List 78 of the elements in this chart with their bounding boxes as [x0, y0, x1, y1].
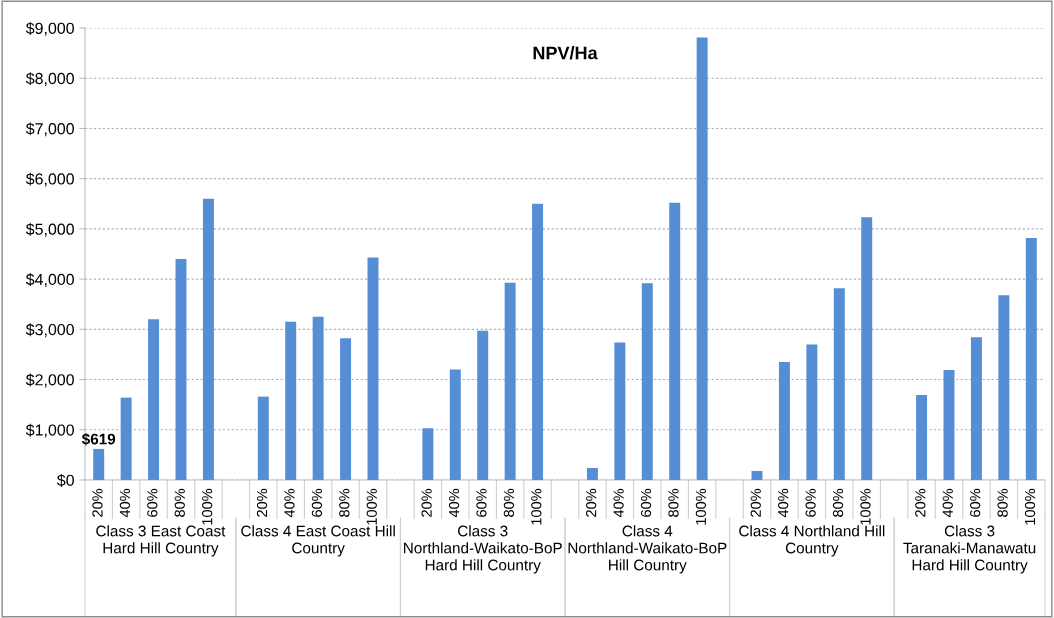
x-tick-label: 40% — [613, 488, 624, 518]
x-tick-label: 100% — [202, 488, 213, 525]
x-tick-label: 80% — [503, 488, 515, 517]
y-tick-label: $6,000 — [25, 172, 74, 187]
x-tick-label: 20% — [586, 488, 597, 517]
text: Class 3 Northland-Waikato-BoP Hard Hill Country — [404, 525, 562, 574]
bar — [504, 282, 516, 480]
bar — [778, 361, 790, 480]
y-tick-label: $4,000 — [25, 273, 74, 287]
x-tick-label: 80% — [339, 488, 350, 517]
x-tick-label: 40% — [284, 488, 295, 518]
bar — [175, 259, 187, 480]
bar — [861, 217, 873, 480]
x-tick-label: 100% — [860, 488, 871, 525]
text: Class 4 Northland-Waikato-BoP Hill Country — [568, 525, 727, 574]
x-tick-label: 40% — [778, 488, 789, 518]
x-tick-label: 60% — [970, 488, 981, 517]
bar — [93, 448, 105, 480]
x-tick-label: 40% — [119, 488, 131, 518]
x-tick-label: 60% — [147, 488, 158, 517]
text: Class 4 East Coast Hill Country — [241, 525, 395, 557]
x-tick-label: 60% — [311, 488, 323, 517]
bar — [916, 395, 928, 480]
x-tick-label: 40% — [448, 488, 460, 518]
bar — [998, 295, 1010, 480]
bar — [449, 369, 461, 480]
bar — [148, 319, 160, 480]
bar — [422, 428, 434, 480]
bar — [367, 257, 379, 480]
x-tick-label: 60% — [640, 488, 652, 517]
bar — [257, 396, 269, 480]
bar — [751, 470, 763, 480]
bar — [833, 288, 845, 480]
bar — [477, 330, 489, 480]
bar — [202, 198, 214, 480]
bar — [806, 344, 818, 480]
x-tick-label: 100% — [1024, 488, 1036, 525]
bar — [340, 338, 352, 480]
y-tick-label: $2,000 — [25, 373, 74, 388]
bar — [285, 321, 297, 480]
y-tick-label: $5,000 — [25, 222, 74, 237]
data-label: $619 — [81, 433, 116, 446]
bar — [696, 37, 708, 480]
bar — [1025, 237, 1037, 480]
x-tick-label: 20% — [421, 488, 432, 517]
x-tick-label: 100% — [695, 488, 707, 525]
bar — [120, 397, 132, 480]
x-tick-label: 80% — [997, 488, 1008, 517]
y-tick-label: $3,000 — [25, 323, 74, 338]
bar — [943, 370, 955, 480]
y-tick-label: $8,000 — [25, 72, 74, 87]
bar — [614, 342, 626, 480]
y-tick-label: $0 — [56, 473, 74, 487]
x-tick-label: 60% — [805, 488, 816, 517]
y-tick-label: $1,000 — [25, 423, 74, 438]
x-tick-label: 60% — [476, 488, 487, 517]
x-tick-label: 20% — [92, 488, 103, 517]
x-tick-label: 20% — [256, 488, 268, 517]
bar — [970, 337, 982, 480]
text: Class 3 Taranaki-Manawatu Hard Hill Country — [903, 525, 1036, 574]
y-tick-label: $9,000 — [25, 21, 74, 36]
y-tick-label: $7,000 — [25, 122, 74, 137]
text: NPV/Ha — [533, 46, 598, 60]
x-tick-label: 40% — [942, 488, 953, 518]
text: Class 4 Northland Hill Country — [739, 525, 885, 557]
bar — [586, 467, 598, 480]
x-tick-label: 100% — [366, 488, 377, 525]
bar — [312, 316, 324, 480]
x-tick-label: 80% — [832, 488, 844, 517]
bar — [532, 203, 544, 480]
bar — [641, 283, 653, 480]
x-tick-label: 20% — [750, 488, 761, 517]
x-tick-label: 80% — [668, 488, 679, 517]
text: Class 3 East Coast Hard Hill Country — [96, 525, 226, 557]
x-tick-label: 20% — [915, 488, 926, 517]
x-tick-label: 100% — [531, 488, 542, 525]
bar — [669, 202, 681, 480]
x-tick-label: 80% — [174, 488, 185, 517]
